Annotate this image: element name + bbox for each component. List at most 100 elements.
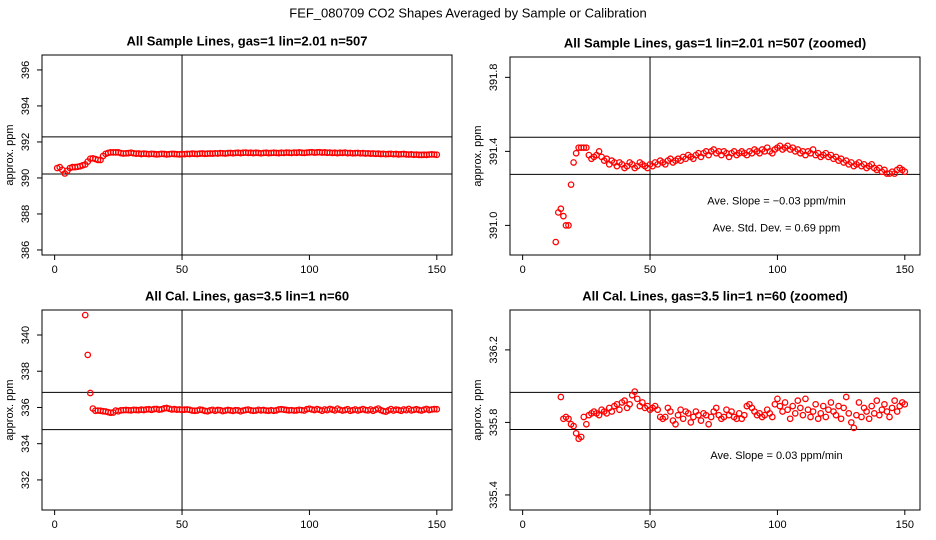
point	[562, 222, 570, 229]
y-tick-label: 335.4	[488, 481, 500, 509]
figure-title: FEF_080709 CO2 Shapes Averaged by Sample…	[289, 5, 646, 20]
point	[608, 408, 616, 415]
point	[712, 404, 720, 412]
point	[791, 410, 799, 417]
point	[626, 400, 633, 408]
y-tick-label: 332	[20, 471, 32, 489]
point	[814, 415, 822, 423]
plot-area	[510, 310, 920, 510]
point	[595, 148, 603, 155]
point	[567, 181, 575, 189]
y-tick-label: 394	[20, 97, 32, 115]
point	[842, 393, 850, 401]
point	[674, 411, 682, 419]
x-tick-label: 0	[520, 519, 526, 531]
point	[840, 404, 848, 412]
point	[784, 406, 791, 414]
point	[827, 399, 835, 406]
point	[430, 405, 438, 413]
point	[776, 402, 784, 410]
y-tick-label: 340	[20, 326, 32, 344]
point	[819, 402, 827, 410]
x-tick-label: 0	[52, 264, 58, 276]
point	[667, 408, 674, 415]
point	[774, 395, 781, 403]
y-tick-label: 336.2	[488, 336, 500, 364]
point	[768, 413, 776, 421]
panel-title: All Cal. Lines, gas=3.5 lin=1 n=60 (zoom…	[582, 288, 848, 303]
point	[809, 146, 817, 153]
x-tick-label: 0	[520, 264, 526, 276]
plot-frame	[41, 309, 453, 511]
point	[661, 413, 669, 421]
point	[837, 415, 845, 423]
point	[687, 419, 695, 426]
point	[807, 413, 814, 421]
plot-frame	[509, 309, 921, 511]
point	[654, 406, 662, 414]
point	[679, 415, 687, 423]
plot-frame	[509, 56, 921, 256]
x-tick-label: 100	[768, 264, 786, 276]
point	[888, 404, 896, 412]
point	[639, 399, 646, 406]
y-tick-label: 392	[20, 133, 32, 151]
x-tick-label: 50	[176, 519, 188, 531]
point	[799, 411, 807, 419]
point	[86, 389, 94, 397]
point	[552, 238, 560, 246]
point	[865, 415, 873, 423]
point	[565, 222, 572, 229]
point	[705, 420, 712, 428]
y-tick-label: 391.0	[488, 212, 500, 240]
y-tick-label: 391.8	[488, 64, 500, 92]
point	[616, 406, 623, 414]
point	[868, 402, 876, 410]
point	[855, 399, 863, 406]
x-tick-label: 150	[428, 264, 446, 276]
point	[901, 168, 909, 176]
point	[832, 411, 840, 419]
point	[430, 151, 438, 158]
point	[901, 400, 909, 408]
point	[850, 424, 858, 432]
x-tick-label: 150	[428, 519, 446, 531]
point	[557, 393, 565, 401]
point	[81, 311, 89, 319]
point	[886, 413, 893, 421]
point	[809, 408, 817, 415]
point	[582, 144, 590, 152]
point	[572, 429, 580, 437]
point	[781, 399, 789, 406]
x-tick-label: 100	[768, 519, 786, 531]
point	[812, 400, 819, 408]
point	[577, 433, 585, 441]
point	[84, 351, 92, 359]
point	[582, 420, 590, 428]
point	[728, 408, 735, 415]
point	[570, 422, 577, 430]
point	[560, 212, 567, 220]
y-axis-label: approx. ppm	[4, 124, 16, 185]
plot-area	[42, 55, 452, 255]
x-tick-label: 150	[896, 264, 914, 276]
point	[572, 149, 580, 157]
point	[707, 413, 715, 421]
point	[847, 419, 855, 426]
point	[786, 415, 794, 423]
point	[822, 413, 830, 421]
point	[863, 408, 870, 415]
point	[557, 205, 565, 213]
plot-area	[42, 310, 452, 510]
plot-area	[510, 57, 920, 255]
y-tick-label: 335.8	[488, 409, 500, 437]
point	[580, 144, 588, 152]
point	[672, 420, 679, 428]
point	[881, 400, 888, 408]
y-axis-label: approx. ppm	[472, 379, 484, 440]
point	[565, 415, 572, 423]
point	[802, 395, 809, 403]
annotation: Ave. Std. Dev. = 0.69 ppm	[713, 223, 841, 235]
point	[794, 397, 802, 405]
